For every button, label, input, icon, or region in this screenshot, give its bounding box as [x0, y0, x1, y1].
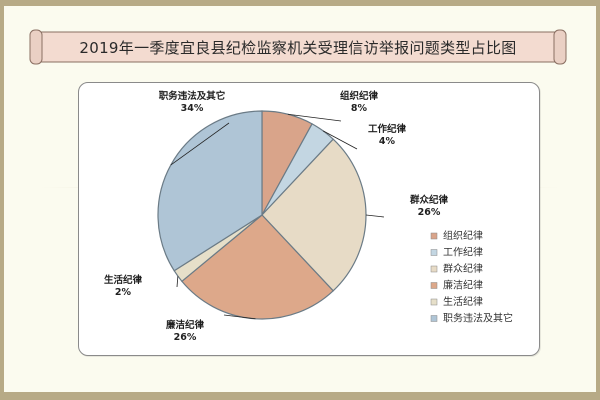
legend-label-4: 廉洁纪律 — [443, 279, 483, 292]
pie-chart: 组织纪律8%工作纪律4%群众纪律26%廉洁纪律26%生活纪律2%职务违法及其它3… — [104, 90, 513, 343]
leader-line-3 — [365, 214, 385, 218]
legend-label-2: 工作纪律 — [443, 246, 483, 259]
slice-label-1: 组织纪律 — [340, 90, 379, 102]
bottom-border — [0, 392, 600, 400]
right-border — [596, 0, 600, 400]
top-border — [0, 0, 600, 6]
legend-swatch-1 — [430, 232, 438, 240]
chart-title: 2019年一季度宜良县纪检监察机关受理信访举报问题类型占比图 — [79, 38, 517, 57]
slice-label-3: 群众纪律 — [409, 194, 449, 206]
pie-slice-4 — [181, 214, 335, 320]
legend-swatch-4 — [430, 282, 438, 289]
legend-label-3: 群众纪律 — [443, 262, 483, 275]
leader-line-2 — [322, 130, 358, 150]
slice-percent-2: 4% — [379, 136, 396, 147]
title-banner: 2019年一季度宜良县纪检监察机关受理信访举报问题类型占比图 — [28, 28, 568, 66]
slice-percent-3: 26% — [418, 207, 441, 218]
slice-percent-4: 26% — [174, 332, 197, 343]
leader-line-1 — [287, 113, 342, 122]
slice-label-2: 工作纪律 — [368, 123, 407, 135]
legend-swatch-2 — [430, 249, 438, 256]
legend-label-6: 职务违法及其它 — [443, 312, 513, 325]
leader-line-5 — [176, 276, 179, 288]
slice-percent-5: 2% — [115, 287, 132, 298]
pie-slice-3 — [261, 138, 367, 292]
scroll-shape — [29, 29, 567, 65]
leader-line-6 — [170, 122, 230, 166]
slice-label-6: 职务违法及其它 — [159, 90, 226, 102]
legend-swatch-6 — [430, 315, 438, 322]
legend-label-5: 生活纪律 — [443, 295, 483, 308]
slice-label-5: 生活纪律 — [104, 274, 143, 286]
slice-percent-1: 8% — [351, 103, 368, 114]
legend-swatch-3 — [430, 265, 438, 273]
left-border — [0, 0, 4, 400]
slice-percent-6: 34% — [181, 103, 204, 114]
chart-area: 组织纪律 8% 工作纪律 4% 群众纪律 26% 廉洁纪律 26% 生活纪律 2% 职务违法及其它 3… — [78, 82, 540, 356]
legend-label-1: 组织纪律 — [443, 229, 483, 242]
slice-label-4: 廉洁纪律 — [166, 319, 205, 331]
leader-line-4 — [223, 314, 256, 320]
legend-swatch-5 — [430, 298, 438, 306]
